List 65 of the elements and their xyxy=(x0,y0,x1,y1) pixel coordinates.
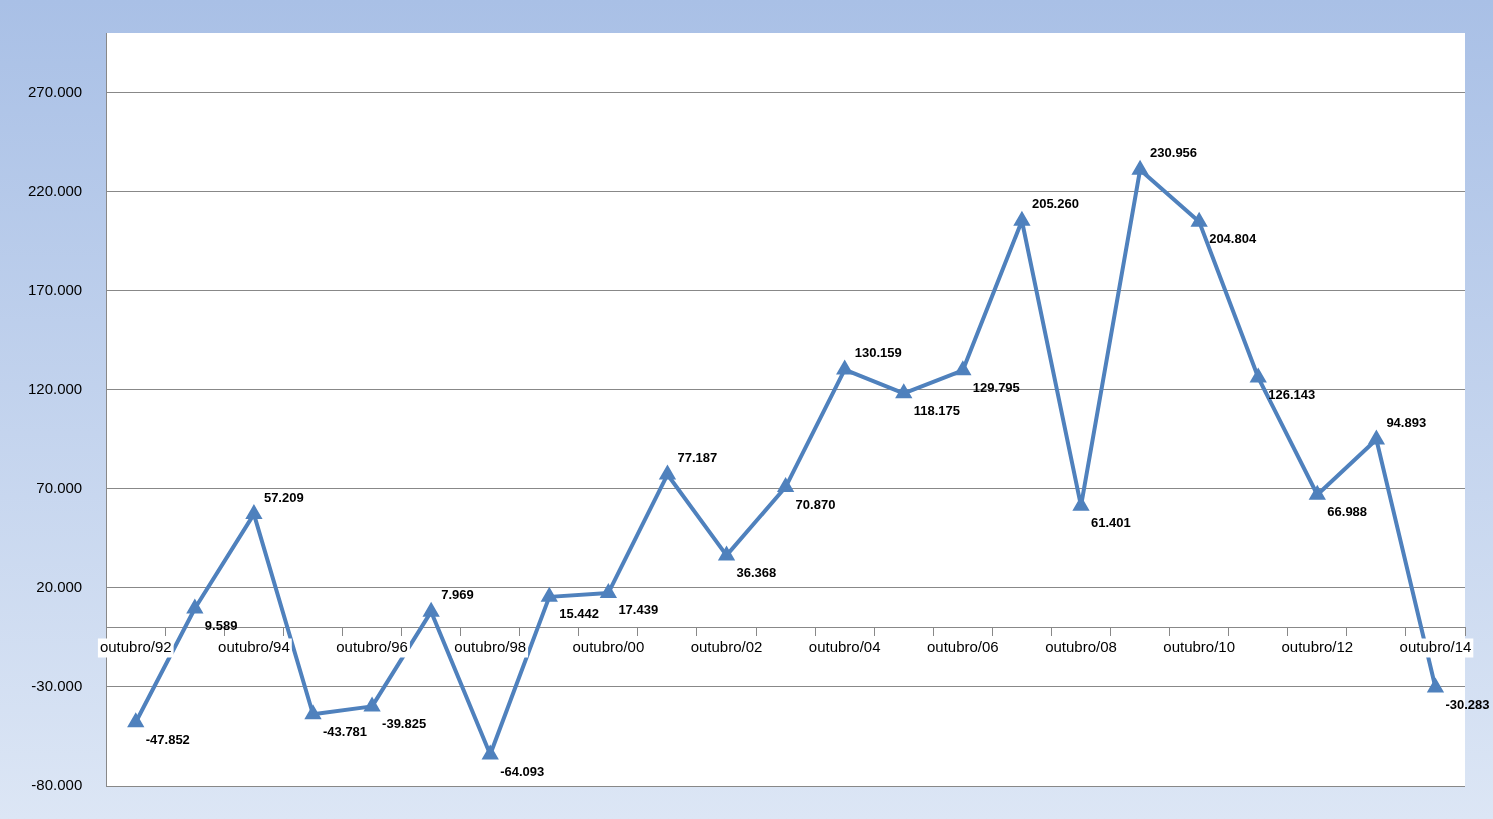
point xyxy=(1131,159,1149,175)
point xyxy=(364,698,380,712)
x-tick-label: outubro/08 xyxy=(1045,638,1117,656)
point xyxy=(1249,367,1267,383)
data-label: -43.781 xyxy=(322,723,368,739)
point xyxy=(955,362,971,376)
y-tick-label: 170.000 xyxy=(27,280,83,298)
data-label: -30.283 xyxy=(1445,697,1490,713)
point xyxy=(1013,210,1031,226)
x-tick-label: outubro/96 xyxy=(336,638,408,656)
x-tick-label: outubro/92 xyxy=(99,638,172,656)
data-label: 230.956 xyxy=(1150,145,1198,161)
y-tick-label: 20.000 xyxy=(36,577,83,595)
point xyxy=(896,385,911,399)
data-label: 15.442 xyxy=(559,606,600,622)
point xyxy=(1428,679,1443,693)
point xyxy=(422,601,440,617)
data-label: -47.852 xyxy=(145,731,190,747)
point xyxy=(778,479,793,493)
data-label: 7.969 xyxy=(441,587,474,603)
point xyxy=(187,600,203,614)
y-tick-label: 120.000 xyxy=(27,379,83,397)
data-label: 94.893 xyxy=(1386,415,1427,431)
y-tick-label: -80.000 xyxy=(31,776,83,794)
x-tick-label: outubro/98 xyxy=(454,638,527,656)
y-tick-label: -30.000 xyxy=(31,677,83,695)
x-tick-label: outubro/04 xyxy=(808,638,881,656)
data-label: 66.988 xyxy=(1327,504,1368,520)
data-label: 205.260 xyxy=(1031,196,1079,212)
point xyxy=(836,359,853,375)
data-label: 9.589 xyxy=(204,618,238,634)
data-label: 36.368 xyxy=(736,564,777,580)
x-tick-label: outubro/10 xyxy=(1163,638,1236,656)
y-tick-label: 70.000 xyxy=(36,478,83,496)
x-tick-label: outubro/12 xyxy=(1281,638,1354,656)
point xyxy=(719,547,734,561)
data-label: 77.187 xyxy=(677,450,718,466)
y-tick-label: 270.000 xyxy=(27,82,83,100)
point xyxy=(658,464,676,480)
data-label: 129.795 xyxy=(972,379,1020,395)
point xyxy=(601,584,616,598)
data-label: 70.870 xyxy=(795,496,836,512)
data-label: 204.804 xyxy=(1209,231,1257,247)
data-label: 118.175 xyxy=(913,402,961,418)
data-label: 57.209 xyxy=(263,489,304,505)
point xyxy=(483,746,498,760)
point xyxy=(1369,431,1384,445)
x-tick-label: outubro/00 xyxy=(572,638,645,656)
x-tick-label: outubro/06 xyxy=(926,638,999,656)
data-label: 17.439 xyxy=(618,602,659,618)
point xyxy=(305,706,321,720)
x-tick-label: outubro/14 xyxy=(1399,638,1472,656)
x-tick-label: outubro/02 xyxy=(690,638,763,656)
point xyxy=(128,714,143,728)
y-tick-label: 220.000 xyxy=(27,181,83,199)
data-label: 126.143 xyxy=(1268,387,1316,403)
point xyxy=(246,506,262,520)
point xyxy=(1308,484,1326,500)
data-label: 61.401 xyxy=(1091,515,1131,531)
point xyxy=(540,586,558,602)
data-label: -64.093 xyxy=(500,764,545,780)
x-tick-label: outubro/94 xyxy=(218,638,290,656)
data-label: 130.159 xyxy=(854,345,902,361)
data-label: -39.825 xyxy=(382,715,427,731)
point xyxy=(1190,211,1208,227)
